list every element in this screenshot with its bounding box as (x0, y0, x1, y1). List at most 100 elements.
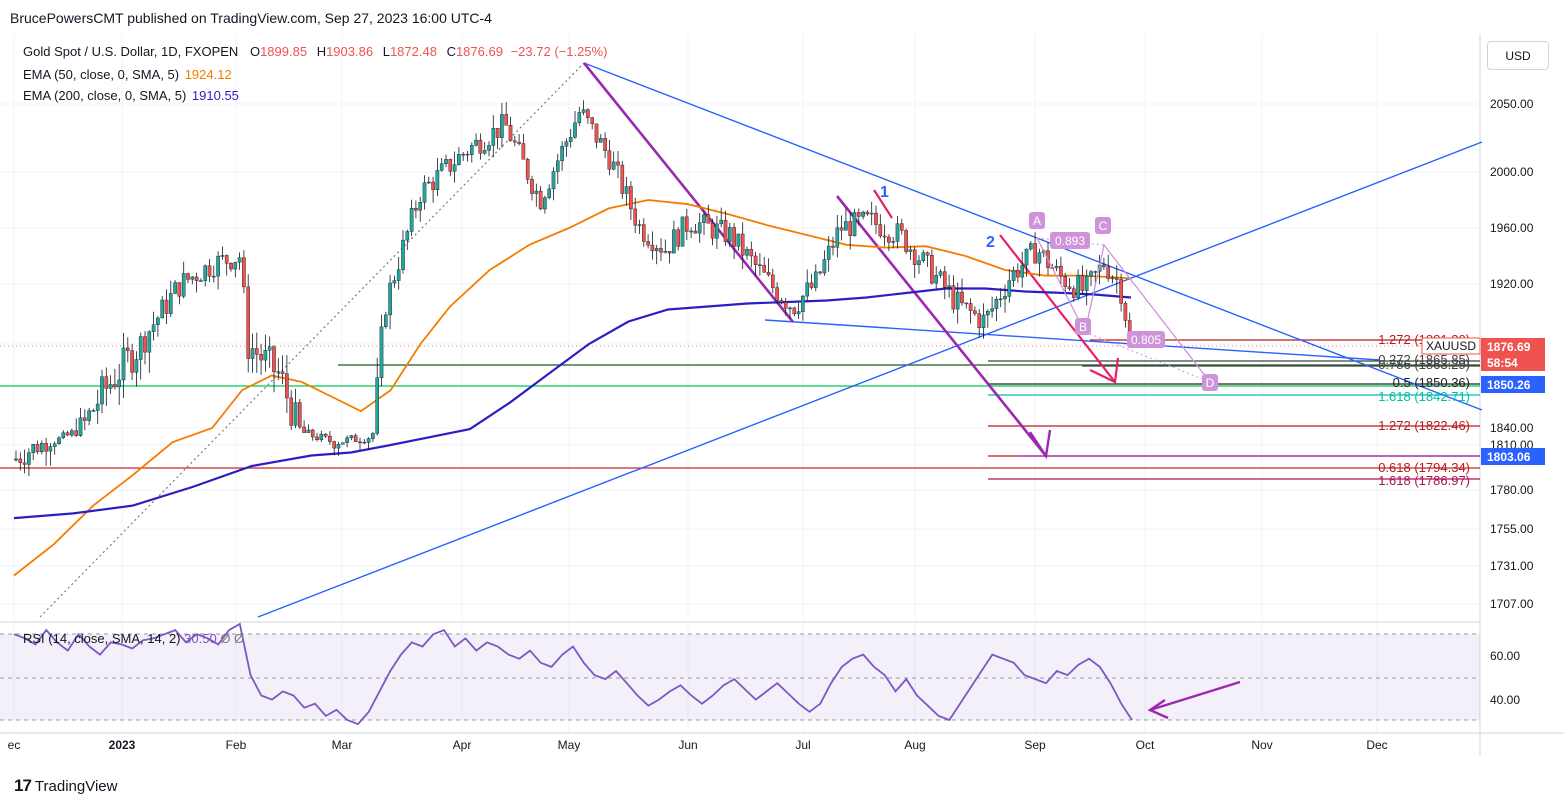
candle (439, 157, 444, 172)
candle (125, 337, 130, 363)
candle-body (882, 235, 887, 238)
ema200-legend[interactable]: EMA (200, close, 0, SMA, 5) 1910.55 (23, 88, 239, 103)
candle-body (87, 410, 91, 421)
candle-body (646, 241, 650, 246)
pattern-label-bg (1075, 318, 1091, 335)
candle-body (994, 298, 999, 309)
candle-body (108, 384, 113, 389)
fib-label: 1.618 (1786.97) (1378, 473, 1470, 488)
candle (121, 332, 126, 399)
candle-body (637, 224, 642, 226)
candle-body (1123, 303, 1128, 321)
tradingview-logo-icon[interactable]: 17 (14, 776, 32, 795)
candle (280, 355, 285, 385)
rsi-legend[interactable]: RSI (14, close, SMA, 14, 2) 30.50 Ø Ø (23, 631, 244, 646)
candle (826, 236, 831, 272)
candle (40, 440, 44, 455)
candle (1084, 269, 1089, 306)
candle (762, 256, 766, 273)
candle (977, 309, 981, 338)
rsi-divergence-arrow (1149, 680, 1241, 712)
brand-name[interactable]: TradingView (34, 777, 118, 795)
candle (328, 431, 332, 445)
candle-body (233, 262, 238, 270)
publisher-header: BrucePowersCMT published on TradingView.… (10, 10, 492, 26)
marker-value-text: 1850.26 (1487, 378, 1531, 392)
candle (603, 132, 607, 159)
candle (878, 214, 883, 239)
candle (164, 289, 169, 325)
candle-body (117, 379, 121, 388)
candle (31, 443, 36, 461)
candle (525, 157, 530, 184)
candle (685, 208, 689, 241)
candle-body (1016, 269, 1020, 278)
x-tick-label: Nov (1251, 738, 1272, 752)
marker-value-bg (1481, 448, 1545, 465)
candle (766, 258, 771, 277)
candle-body (1093, 271, 1098, 273)
marker-value-text: 1803.06 (1487, 450, 1531, 464)
candle (298, 398, 302, 429)
candle (448, 158, 453, 177)
candle (818, 270, 822, 275)
candle (104, 367, 109, 406)
candle (590, 116, 594, 130)
x-tick-label: ec (8, 738, 21, 752)
candle-body (31, 444, 36, 453)
pattern-label: B (1075, 318, 1091, 335)
candle-body (418, 202, 423, 211)
candle (990, 296, 994, 318)
purple-arrow-head-icon (1029, 429, 1052, 460)
candle (779, 297, 784, 305)
candle (113, 368, 117, 390)
candle (181, 261, 186, 299)
rsi-tick-label: 40.00 (1490, 693, 1520, 707)
currency-button[interactable]: USD (1487, 41, 1549, 70)
candle-body (560, 145, 564, 162)
y-tick-label: 1707.00 (1490, 597, 1534, 611)
candle (775, 282, 779, 305)
candle-body (930, 255, 934, 284)
candle-body (925, 252, 930, 256)
candle (663, 239, 668, 254)
candle (461, 152, 466, 161)
pattern-label-text: 0.893 (1055, 234, 1085, 248)
candle-body (285, 373, 289, 399)
candle-body (676, 229, 680, 247)
candle-body (237, 257, 242, 263)
candle-body (375, 377, 380, 434)
ohlc-legend: Gold Spot / U.S. Dollar, 1D, FXOPEN O189… (23, 44, 607, 59)
wave-label-1: 1 (880, 184, 889, 201)
candle-body (599, 138, 603, 143)
candle-body (465, 153, 470, 156)
candle (500, 102, 504, 148)
candle-body (224, 255, 229, 264)
ema200-value: 1910.55 (191, 88, 239, 103)
candle-body (792, 307, 797, 315)
ema50-legend[interactable]: EMA (50, close, 0, SMA, 5) 1924.12 (23, 67, 232, 82)
resistance-trend-line (583, 62, 1483, 411)
candle (431, 176, 435, 203)
candlestick-series (14, 100, 1132, 477)
candle-body (113, 384, 117, 388)
candle-body (104, 376, 109, 389)
candle-body (500, 114, 504, 138)
candle (216, 251, 220, 290)
candle-body (921, 252, 926, 261)
candle (955, 282, 960, 324)
candle-body (82, 417, 87, 421)
candle (336, 441, 341, 456)
candle-body (573, 122, 577, 138)
candle-body (401, 239, 405, 270)
candle (349, 434, 354, 441)
candle (362, 439, 367, 445)
trend-lines (39, 62, 1483, 712)
candle (998, 288, 1003, 308)
candle (788, 306, 792, 319)
candle-body (482, 150, 487, 154)
candle (1119, 273, 1123, 312)
candle-body (1007, 280, 1012, 297)
candle (822, 250, 827, 276)
